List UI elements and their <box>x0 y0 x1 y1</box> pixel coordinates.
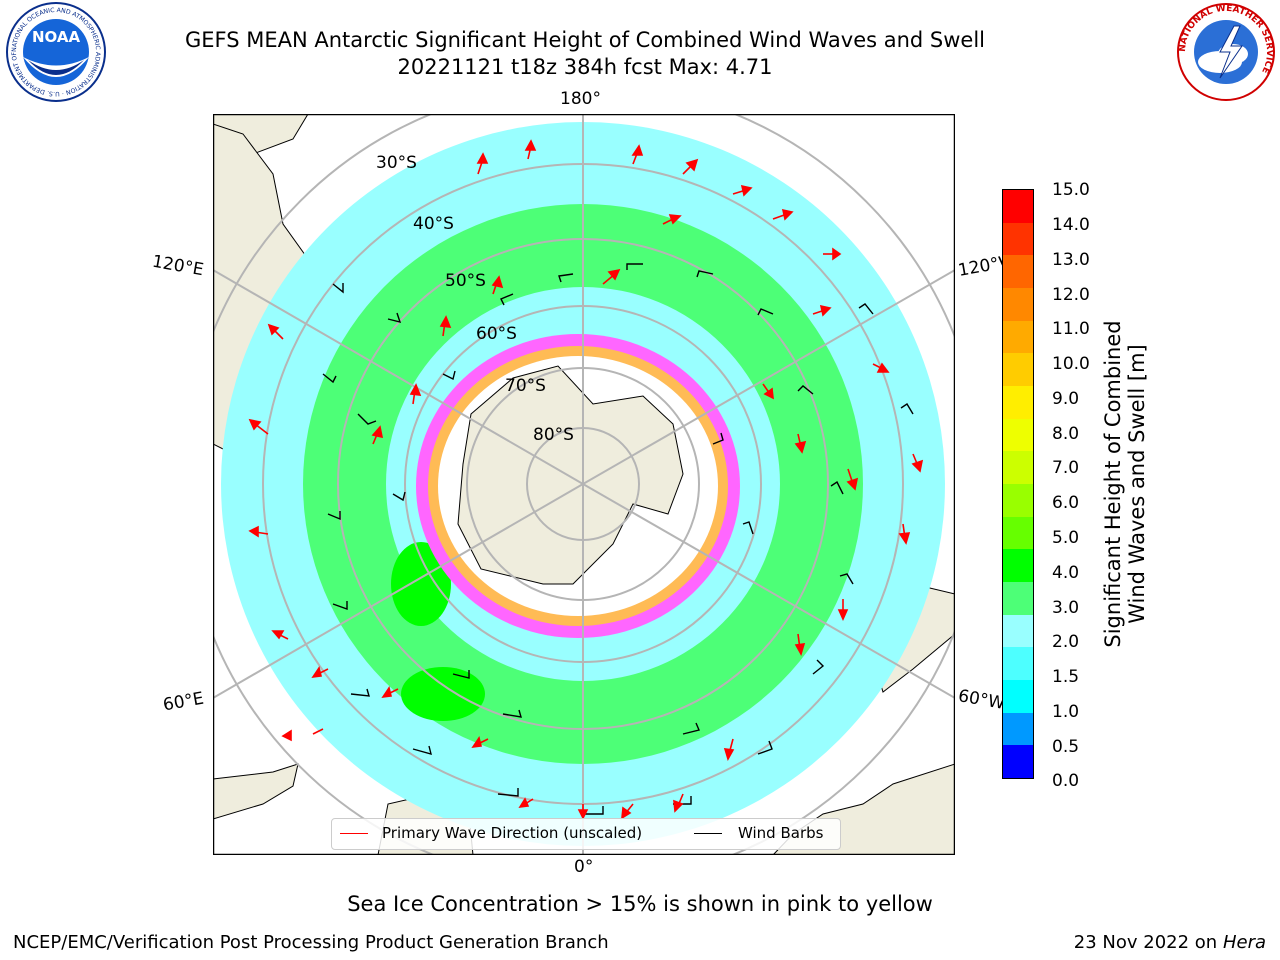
colorbar-swatch <box>1003 418 1033 452</box>
colorbar-tick: 0.5 <box>1052 737 1080 757</box>
wave-direction-arrows <box>248 139 924 820</box>
colorbar-swatch <box>1003 614 1033 648</box>
colorbar-tick: 7.0 <box>1052 458 1080 478</box>
footer-left: NCEP/EMC/Verification Post Processing Pr… <box>13 932 609 953</box>
colorbar-swatch <box>1003 516 1033 550</box>
colorbar-swatch <box>1003 386 1033 419</box>
polar-map <box>213 114 955 855</box>
map-legend: Primary Wave Direction (unscaled) Wind B… <box>331 818 841 850</box>
colorbar-swatch <box>1003 190 1033 223</box>
lon-label-lower-left: 60°E <box>161 688 206 716</box>
colorbar-swatch <box>1003 320 1033 354</box>
noaa-logo-text: NOAA <box>32 28 81 46</box>
colorbar-tick: 11.0 <box>1052 319 1090 339</box>
lat-label-40s: 40°S <box>413 214 454 234</box>
lon-label-upper-left: 120°E <box>150 251 206 281</box>
colorbar <box>1002 189 1034 779</box>
nws-logo: NATIONAL WEATHER SERVICE <box>1176 2 1276 102</box>
colorbar-label-line2: Wind Waves and Swell [m] <box>1125 344 1149 624</box>
colorbar-swatch <box>1003 712 1033 746</box>
colorbar-label-line1: Significant Height of Combined <box>1101 320 1125 648</box>
wave-direction-legend-label: Primary Wave Direction (unscaled) <box>382 824 643 842</box>
colorbar-tick: 0.0 <box>1052 771 1080 791</box>
footer-right: 23 Nov 2022 on Hera <box>1074 932 1266 953</box>
lon-label-bottom: 0° <box>574 857 594 877</box>
colorbar-tick: 14.0 <box>1052 215 1090 235</box>
map-title-line2: 20221121 t18z 384h fcst Max: 4.71 <box>397 55 773 79</box>
colorbar-swatch <box>1003 484 1033 517</box>
colorbar-tick: 1.0 <box>1052 702 1080 722</box>
colorbar-tick: 1.5 <box>1052 667 1080 687</box>
colorbar-tick: 4.0 <box>1052 563 1080 583</box>
colorbar-swatch <box>1003 745 1033 779</box>
colorbar-swatch <box>1003 680 1033 713</box>
footer-host: Hera <box>1222 932 1266 953</box>
sea-ice-note: Sea Ice Concentration > 15% is shown in … <box>347 892 933 916</box>
colorbar-tick: 3.0 <box>1052 598 1080 618</box>
colorbar-swatch <box>1003 222 1033 256</box>
colorbar-swatch <box>1003 647 1033 681</box>
wave-high-region <box>391 542 451 626</box>
lat-label-80s: 80°S <box>533 425 574 445</box>
wind-barbs-legend-swatch <box>694 833 722 834</box>
colorbar-swatch <box>1003 451 1033 485</box>
wind-barbs-legend-label: Wind Barbs <box>738 824 824 842</box>
colorbar-swatch <box>1003 549 1033 583</box>
colorbar-tick: 15.0 <box>1052 180 1090 200</box>
lat-label-30s: 30°S <box>376 153 417 173</box>
lat-label-70s: 70°S <box>505 376 546 396</box>
noaa-logo: NOAA NATIONAL OCEANIC AND ATMOSPHERIC AD… <box>3 0 106 102</box>
colorbar-swatch <box>1003 255 1033 289</box>
lat-label-50s: 50°S <box>445 271 486 291</box>
lon-label-top: 180° <box>560 89 601 109</box>
land-antarctica <box>457 365 684 585</box>
colorbar-swatch <box>1003 582 1033 615</box>
map-title-line1: GEFS MEAN Antarctic Significant Height o… <box>184 28 986 52</box>
wave-max-region <box>401 667 485 721</box>
colorbar-tick: 9.0 <box>1052 389 1080 409</box>
land-madagascar-region <box>213 763 299 820</box>
colorbar-tick: 13.0 <box>1052 250 1090 270</box>
lon-label-lower-right: 60°W <box>956 686 1007 714</box>
colorbar-tick: 2.0 <box>1052 632 1080 652</box>
colorbar-tick: 12.0 <box>1052 285 1090 305</box>
colorbar-tick: 6.0 <box>1052 493 1080 513</box>
footer-date: 23 Nov 2022 on <box>1073 932 1218 953</box>
colorbar-tick: 5.0 <box>1052 528 1080 548</box>
lat-label-60s: 60°S <box>476 324 517 344</box>
colorbar-swatch <box>1003 288 1033 321</box>
colorbar-tick: 8.0 <box>1052 424 1080 444</box>
wind-barbs <box>322 263 914 815</box>
wave-direction-legend-swatch <box>340 833 368 834</box>
colorbar-swatch <box>1003 353 1033 387</box>
colorbar-tick: 10.0 <box>1052 354 1090 374</box>
